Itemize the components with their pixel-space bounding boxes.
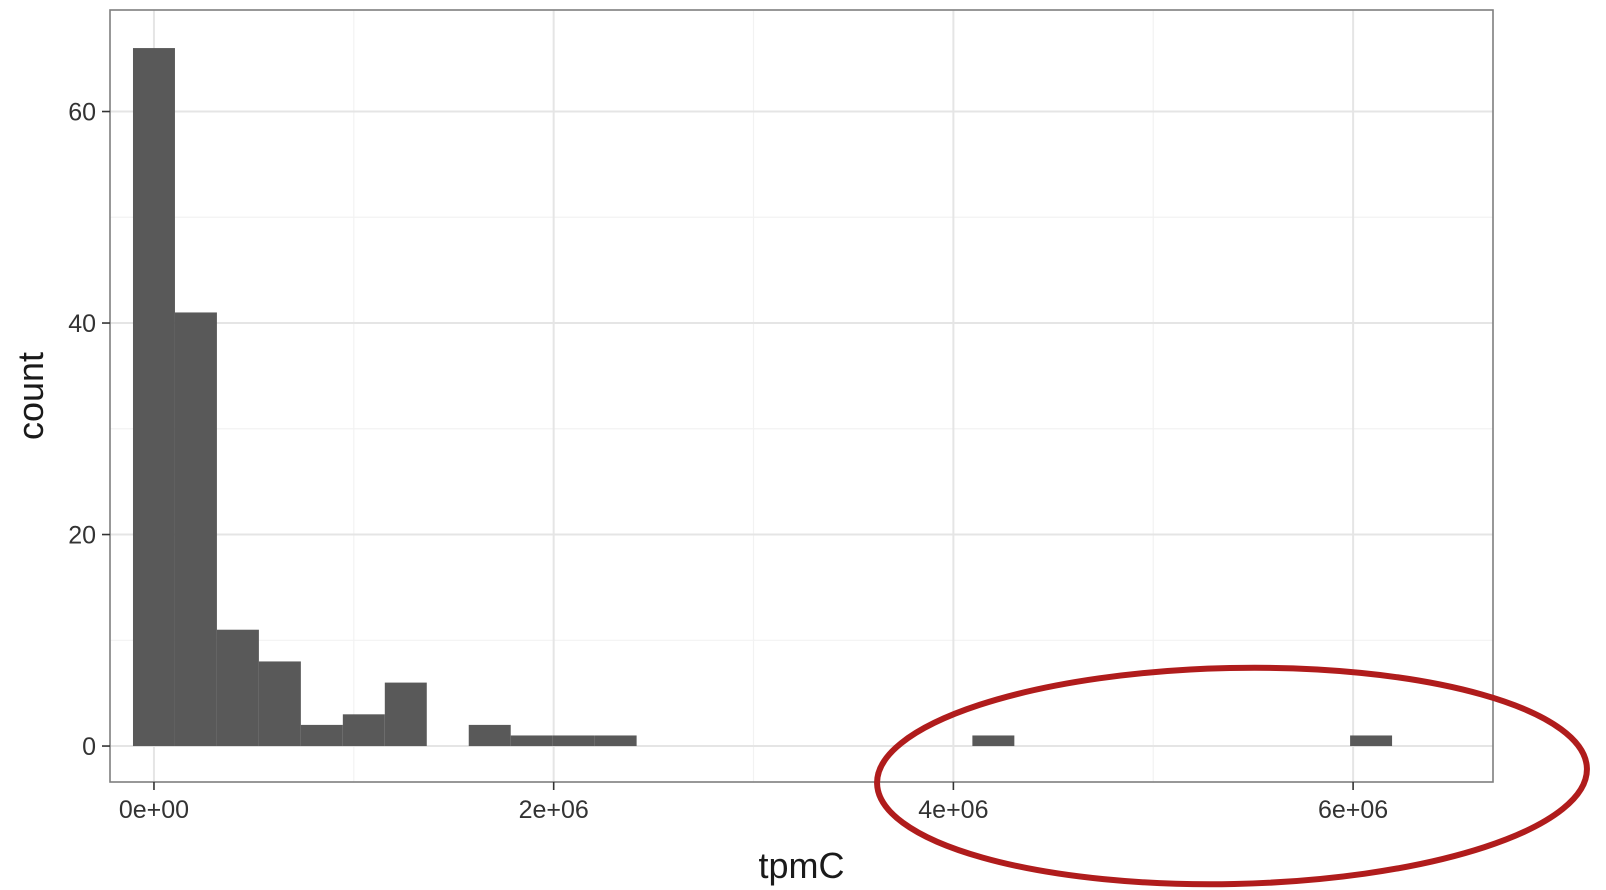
y-tick-label: 0 xyxy=(82,733,96,761)
histogram-bar xyxy=(468,724,511,747)
x-tick-label: 0e+00 xyxy=(119,796,189,824)
histogram-bar xyxy=(174,312,217,747)
x-tick-label: 2e+06 xyxy=(519,796,589,824)
x-axis-title: tpmC xyxy=(758,845,844,886)
x-tick-label: 6e+06 xyxy=(1318,796,1388,824)
x-axis: 0e+00 2e+06 4e+06 6e+06 xyxy=(119,782,1388,824)
bars-layer xyxy=(132,48,1393,747)
highlight-ellipse xyxy=(874,664,1590,888)
histogram-bar xyxy=(552,735,595,747)
histogram-bar xyxy=(132,48,175,747)
histogram-bar xyxy=(384,682,427,747)
histogram-bar xyxy=(216,629,259,747)
histogram-bar xyxy=(1350,735,1393,747)
y-tick-label: 60 xyxy=(68,99,96,127)
y-tick-label: 40 xyxy=(68,310,96,338)
y-axis-title: count xyxy=(10,352,51,440)
histogram-bar xyxy=(594,735,637,747)
histogram-bar xyxy=(342,714,385,747)
y-tick-label: 20 xyxy=(68,522,96,550)
y-axis: 0 20 40 60 xyxy=(68,99,110,761)
histogram-bar xyxy=(972,735,1015,747)
histogram-bar xyxy=(300,724,343,747)
x-tick-label: 4e+06 xyxy=(918,796,988,824)
histogram-bar xyxy=(258,661,301,747)
panel-border xyxy=(109,9,1494,783)
histogram-bar xyxy=(510,735,553,747)
